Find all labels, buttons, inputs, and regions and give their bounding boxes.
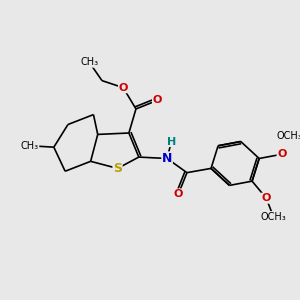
Text: O: O [262, 193, 271, 203]
Text: O: O [152, 95, 162, 105]
Text: H: H [167, 136, 176, 146]
Text: CH₃: CH₃ [80, 57, 98, 67]
Text: OCH₃: OCH₃ [276, 131, 300, 141]
Text: O: O [277, 149, 286, 159]
Text: O: O [118, 83, 128, 93]
Text: OCH₃: OCH₃ [260, 212, 286, 222]
Text: N: N [162, 152, 172, 165]
Text: S: S [113, 162, 122, 175]
Text: O: O [174, 189, 183, 199]
Text: CH₃: CH₃ [21, 141, 39, 151]
